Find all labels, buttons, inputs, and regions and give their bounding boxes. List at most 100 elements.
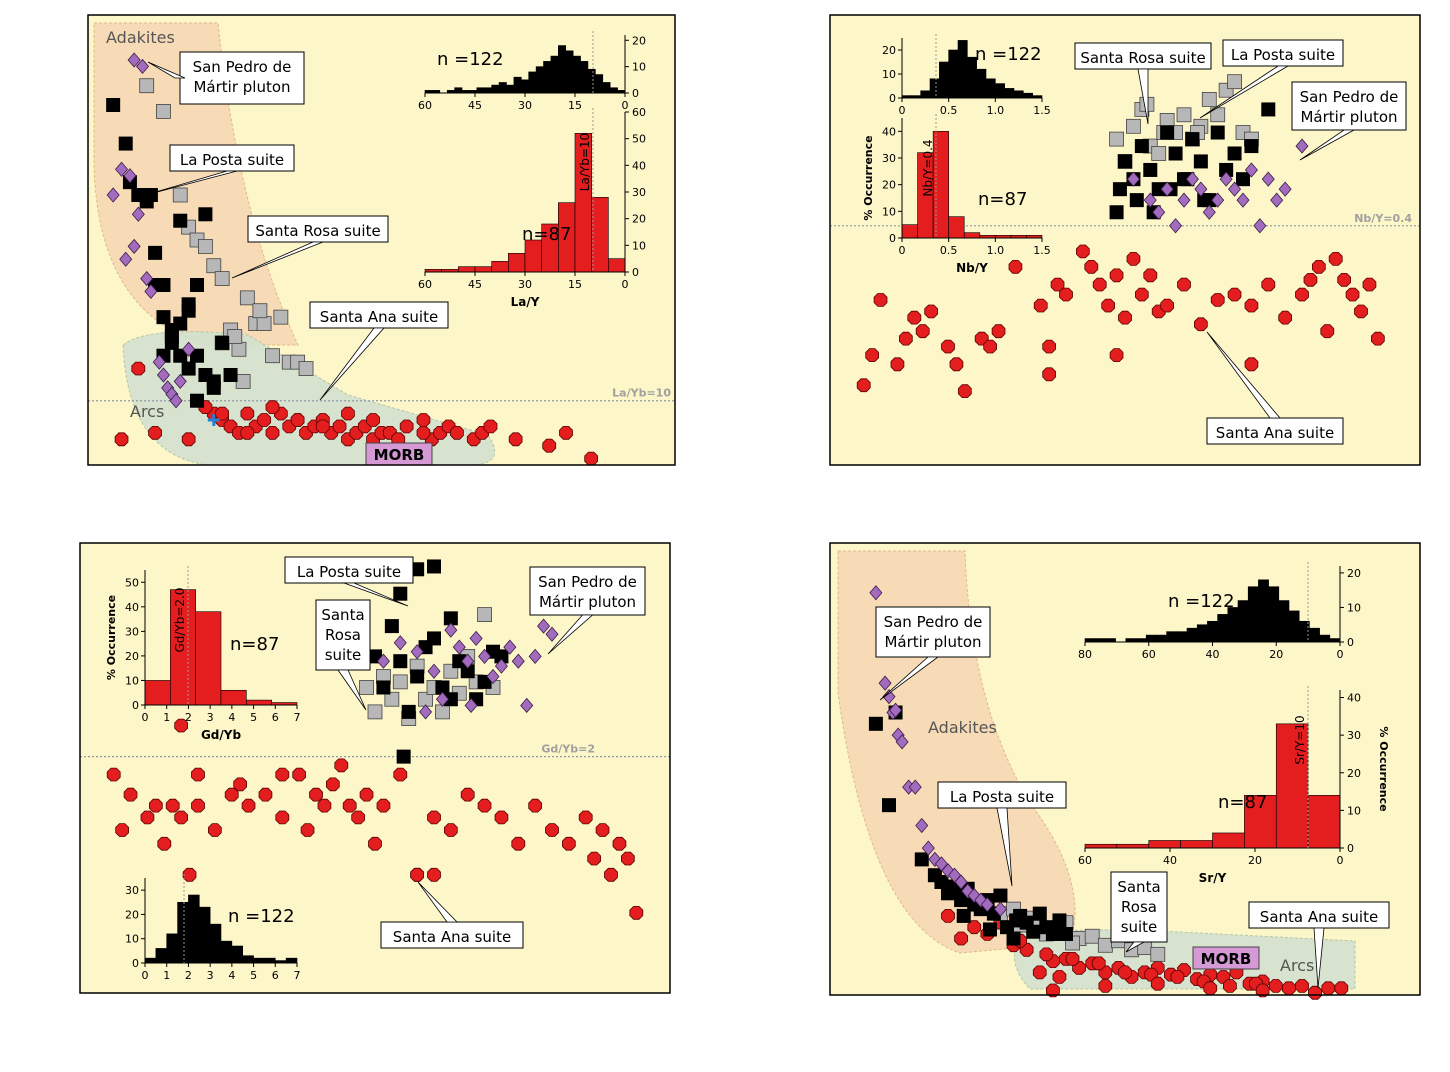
san-pedro-point	[1236, 192, 1250, 208]
san-pedro-point	[1202, 204, 1216, 220]
santa-ana-point	[621, 851, 635, 866]
san-pedro-point	[545, 626, 559, 642]
santa-ana-point	[1194, 317, 1208, 332]
santa-ana-point	[1303, 272, 1318, 287]
histogram-bar	[1094, 638, 1106, 643]
san-pedro-point	[1244, 162, 1258, 178]
san-pedro-point	[1160, 181, 1174, 197]
santa-ana-point	[545, 823, 559, 837]
histogram-bar	[1278, 600, 1290, 643]
santa-ana-point	[967, 920, 982, 935]
histogram-y-tick-label: 50	[632, 133, 646, 146]
histogram-bar	[543, 61, 552, 94]
san-pedro-point	[895, 734, 909, 750]
santa-ana-point	[191, 767, 205, 782]
histogram-x-tick-label: 3	[207, 969, 214, 982]
san-pedro-point	[921, 840, 935, 856]
santa-ana-point	[873, 293, 888, 307]
la-posta-point	[410, 562, 425, 577]
histogram-bar	[608, 258, 626, 273]
histogram-bar	[1329, 638, 1341, 643]
santa-ana-point	[958, 384, 972, 399]
san-pedro-point	[461, 653, 475, 669]
san-pedro-point	[503, 639, 517, 655]
histogram-x-tick-label: 1.5	[1033, 244, 1051, 257]
san-pedro-point	[393, 635, 407, 651]
san-pedro-point	[464, 697, 478, 714]
histogram-bar	[939, 61, 949, 99]
histogram-y-tick-label: 30	[125, 625, 139, 638]
histogram-bar	[220, 689, 247, 706]
histogram-bar	[513, 76, 522, 94]
san-pedro-point	[528, 648, 542, 665]
histogram-x-tick-label: 20	[1248, 854, 1262, 867]
la-posta-point	[164, 335, 179, 350]
santa-rosa-callout-pointer	[337, 669, 367, 711]
santa-ana-point	[865, 348, 879, 363]
santa-rosa-point	[172, 187, 188, 203]
san-pedro-callout-label: San Pedro de	[538, 573, 637, 591]
la-posta-point	[173, 316, 188, 331]
san-pedro-point	[1177, 192, 1191, 208]
santa-rosa-point	[1201, 92, 1217, 107]
santa-rosa-point	[273, 309, 289, 325]
la-posta-point	[1227, 146, 1242, 161]
histogram-x-tick-label: 0	[1337, 648, 1344, 661]
histogram-bar	[483, 87, 492, 94]
histogram-y-tick-label: 10	[125, 933, 139, 946]
histogram-bar	[1217, 614, 1229, 643]
histogram-bar	[920, 90, 931, 99]
la-posta-point	[1151, 182, 1166, 197]
santa-ana-point	[241, 798, 256, 813]
histogram-bar	[1309, 627, 1320, 643]
histogram-x-tick-label: 0	[622, 99, 629, 112]
santa-ana-point	[399, 419, 414, 434]
santa-ana-point	[300, 823, 315, 837]
santa-ana-point	[1150, 976, 1165, 991]
panel-d: Adakites Arcs MORB San Pedro de Mártir pluto…	[829, 542, 1421, 1000]
santa-ana-point	[215, 406, 230, 421]
santa-ana-point	[1321, 981, 1336, 996]
santa-rosa-point	[1150, 946, 1166, 962]
santa-ana-point	[265, 425, 280, 440]
la-posta-point	[954, 893, 969, 908]
santa-ana-point	[511, 836, 526, 851]
san-pedro-point	[1261, 171, 1275, 187]
histogram-bar	[591, 197, 609, 273]
histogram-bar	[587, 68, 596, 94]
santa-ana-point	[899, 331, 913, 346]
histogram-x-tick-label: 60	[418, 278, 432, 291]
santa-ana-point	[275, 810, 290, 825]
san-pedro-point	[478, 648, 492, 665]
adakites-field-label: Adakites	[106, 28, 175, 47]
histogram-bar	[195, 611, 222, 706]
la-posta-point	[1118, 154, 1132, 169]
san-pedro-point	[494, 658, 508, 674]
la-posta-point	[198, 207, 213, 222]
santa-rosa-point	[156, 104, 171, 119]
histogram-y-tick-label: 10	[125, 674, 139, 687]
histogram-x-label: Sr/Y	[1199, 871, 1227, 885]
san-pedro-point	[908, 779, 922, 795]
santa-ana-point	[1295, 979, 1309, 993]
histogram-bar	[246, 699, 272, 706]
la-posta-point	[443, 692, 458, 707]
santa-rosa-callout-pointer	[1125, 941, 1146, 953]
santa-ana-point	[309, 787, 323, 802]
santa-ana-point	[1244, 298, 1259, 313]
santa-ana-point	[1118, 965, 1132, 980]
san-pedro-point	[486, 668, 500, 685]
santa-ana-point	[148, 798, 163, 813]
san-pedro-point	[1126, 171, 1140, 187]
santa-ana-point	[460, 787, 475, 802]
santa-ana-point	[1052, 970, 1067, 984]
santa-rosa-point	[265, 348, 280, 364]
santa-ana-point	[1328, 251, 1343, 266]
histogram-bar	[932, 131, 949, 239]
histogram-x-tick-label: 5	[250, 969, 257, 982]
santa-ana-point	[528, 798, 542, 813]
histogram-y-label: % Occurrence	[105, 595, 118, 680]
santa-ana-point	[562, 836, 576, 851]
santa-ana-point	[1362, 277, 1377, 292]
santa-rosa-point	[477, 607, 492, 622]
